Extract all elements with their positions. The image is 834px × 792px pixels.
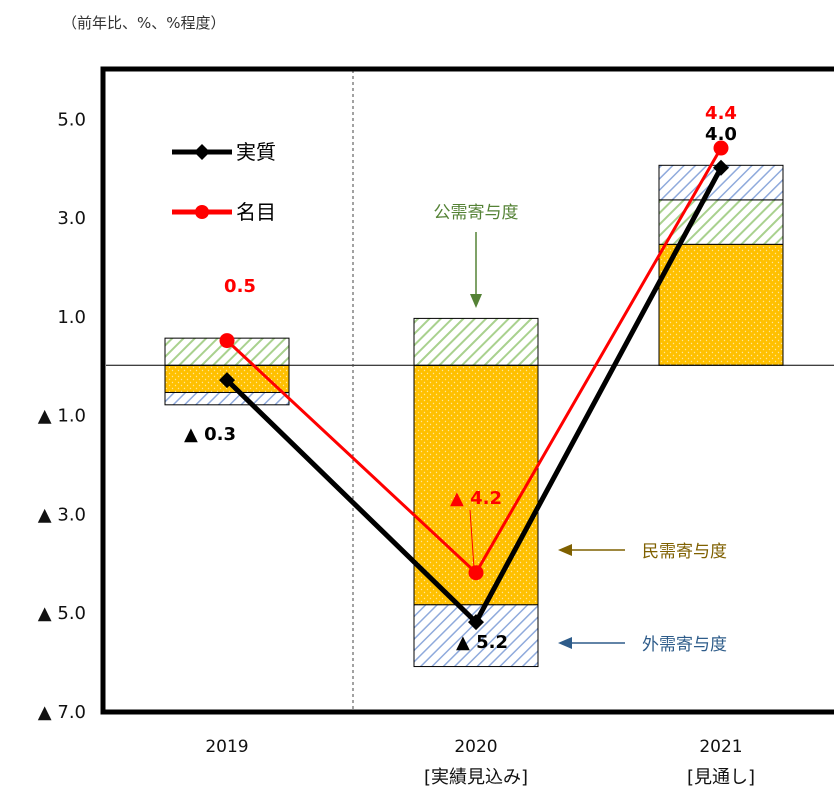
unit-label: （前年比、%、%程度）	[62, 14, 226, 32]
annotation-external-text: 外需寄与度	[642, 635, 727, 655]
annotation-private: 民需寄与度	[558, 542, 727, 562]
data-label-real-2021: 4.0	[705, 124, 737, 145]
bar-public-2020	[413, 317, 539, 366]
point-real-2021	[713, 159, 729, 176]
legend: 実質 名目	[172, 140, 276, 224]
point-nominal-2021	[713, 140, 729, 156]
data-label-nominal-2019: 0.5	[224, 276, 256, 297]
x-tick-sublabel: [見通し]	[687, 767, 755, 788]
arrow-left-icon	[558, 637, 572, 649]
arrow-down-icon	[470, 294, 482, 308]
data-label-real-2019: ▲ 0.3	[184, 424, 236, 445]
annotation-public-text: 公需寄与度	[434, 203, 519, 223]
legend-label-real: 実質	[236, 140, 276, 164]
point-nominal-2019	[219, 333, 235, 349]
x-tick-label: 2019	[205, 737, 248, 757]
data-label-nominal-2021: 4.4	[705, 103, 737, 124]
legend-label-nominal: 名目	[236, 200, 276, 224]
y-tick-label: ▲ 3.0	[38, 504, 86, 525]
leader-line	[469, 509, 475, 569]
y-tick-label: ▲ 1.0	[38, 406, 86, 427]
bar-external-2019	[164, 391, 290, 406]
point-nominal-2020	[468, 565, 484, 581]
point-real-2020	[468, 614, 484, 631]
point-real-2019	[219, 372, 235, 389]
legend-item-nominal: 名目	[172, 200, 276, 224]
bar-private-2021	[658, 243, 784, 366]
data-labels: ▲ 0.3 ▲ 5.2 4.0 0.5 ▲ 4.2 4.4	[184, 103, 737, 653]
legend-item-real: 実質	[172, 140, 276, 164]
y-tick-label: 3.0	[57, 208, 86, 229]
data-label-nominal-2020: ▲ 4.2	[450, 488, 502, 509]
y-tick-label: ▲ 5.0	[38, 603, 86, 624]
x-tick-label: 2021	[699, 737, 742, 757]
y-tick-label: 5.0	[57, 109, 86, 130]
line-series	[219, 140, 729, 631]
stacked-bars	[164, 164, 784, 668]
annotation-private-text: 民需寄与度	[642, 542, 727, 562]
annotation-external: 外需寄与度	[558, 635, 727, 655]
plot-frame	[100, 66, 834, 715]
y-axis-ticks: 5.0 3.0 1.0 ▲ 1.0 ▲ 3.0 ▲ 5.0 ▲ 7.0	[38, 109, 86, 723]
annotation-public: 公需寄与度	[434, 203, 519, 308]
y-tick-label: ▲ 7.0	[38, 702, 86, 723]
x-tick-sublabel: [実績見込み]	[424, 767, 528, 788]
x-tick-label: 2020	[454, 737, 497, 757]
arrow-left-icon	[558, 544, 572, 556]
x-axis-categories: 2019 2020 [実績見込み] 2021 [見通し]	[205, 737, 755, 788]
y-tick-label: 1.0	[57, 307, 86, 328]
data-label-real-2020: ▲ 5.2	[456, 632, 508, 653]
